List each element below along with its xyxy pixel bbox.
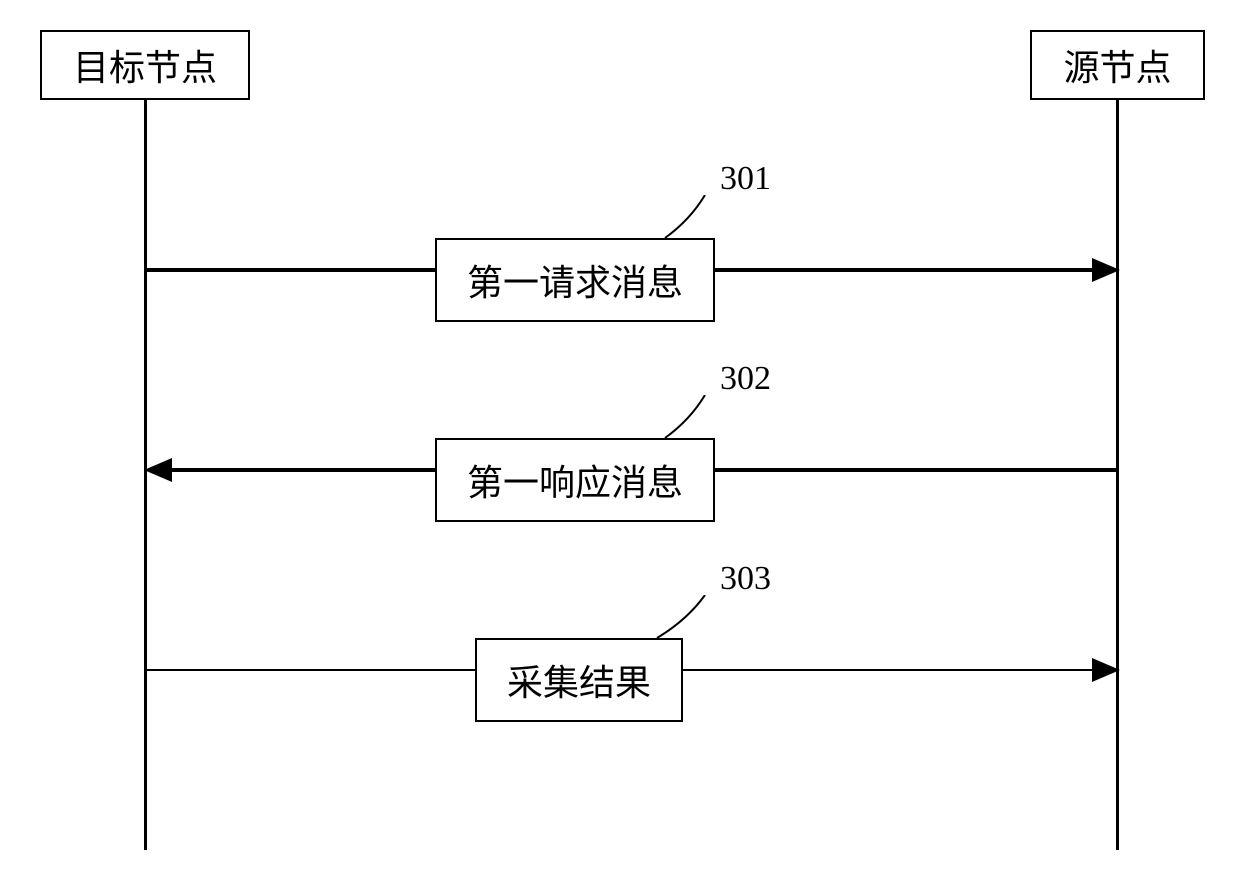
arrow-head-303 <box>1092 658 1120 682</box>
participant-source-label: 源节点 <box>1063 39 1171 91</box>
arrow-head-302 <box>144 458 172 482</box>
ref-curve-301 <box>650 195 720 243</box>
message-label-303: 采集结果 <box>507 654 651 706</box>
ref-label-302: 302 <box>720 360 771 398</box>
lifeline-source <box>1116 100 1119 850</box>
message-label-301: 第一请求消息 <box>467 254 683 306</box>
ref-curve-303 <box>645 595 720 643</box>
ref-curve-302 <box>650 395 720 443</box>
message-box-303: 采集结果 <box>475 638 683 722</box>
participant-source-node: 源节点 <box>1030 30 1205 100</box>
participant-target-node: 目标节点 <box>40 30 250 100</box>
ref-label-303: 303 <box>720 560 771 598</box>
message-box-302: 第一响应消息 <box>435 438 715 522</box>
participant-target-label: 目标节点 <box>73 39 217 91</box>
message-box-301: 第一请求消息 <box>435 238 715 322</box>
arrow-head-301 <box>1092 258 1120 282</box>
ref-label-301: 301 <box>720 160 771 198</box>
message-label-302: 第一响应消息 <box>467 454 683 506</box>
sequence-diagram: 目标节点 源节点 第一请求消息 301 第一响应消息 302 采集结果 303 <box>0 0 1240 869</box>
